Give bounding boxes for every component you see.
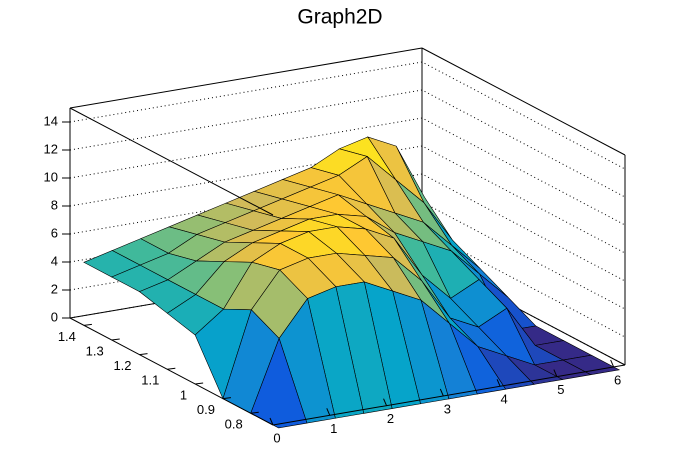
x-tick-label: 5	[557, 382, 564, 397]
y-axis	[69, 317, 274, 426]
y-tick-label: 1.4	[58, 329, 76, 344]
z-tick-label: 14	[44, 113, 58, 128]
x-tick	[326, 408, 331, 416]
z-tick-label: 2	[51, 281, 58, 296]
x-tick-label: 6	[614, 372, 621, 387]
z-tick-label: 12	[44, 141, 58, 156]
y-tick-label: 0.9	[197, 402, 215, 417]
box-edge	[69, 107, 274, 216]
y-tick	[139, 353, 148, 356]
x-axis	[272, 364, 626, 426]
z-tick-label: 0	[51, 309, 58, 324]
y-tick	[83, 323, 92, 326]
x-tick	[496, 379, 501, 387]
x-tick	[269, 417, 274, 426]
x-tick-label: 3	[444, 401, 451, 416]
chart-title: Graph2D	[297, 6, 382, 29]
y-tick-label: 1	[180, 387, 187, 402]
x-tick-label: 0	[273, 430, 280, 445]
x-tick	[439, 388, 444, 397]
y-tick-label: 0.8	[225, 417, 243, 432]
box-edge	[69, 47, 423, 109]
x-tick-label: 2	[387, 411, 394, 426]
x-tick	[553, 369, 558, 377]
y-tick-label: 1.3	[86, 343, 104, 358]
y-tick	[195, 382, 204, 385]
x-tick-label: 4	[500, 392, 507, 407]
x-tick	[610, 359, 615, 368]
y-tick	[250, 411, 259, 414]
y-tick-label: 1.1	[141, 373, 159, 388]
y-tick-label: 1.2	[113, 358, 131, 373]
z-tick-label: 6	[51, 225, 58, 240]
z-tick-label: 4	[51, 253, 58, 268]
y-tick	[222, 397, 232, 400]
z-tick-label: 8	[51, 197, 58, 212]
x-tick	[383, 398, 388, 406]
box-edge	[421, 47, 626, 156]
y-tick	[111, 338, 120, 341]
x-tick-label: 1	[330, 421, 337, 436]
z-tick-label: 10	[44, 169, 58, 184]
y-tick	[167, 367, 176, 370]
